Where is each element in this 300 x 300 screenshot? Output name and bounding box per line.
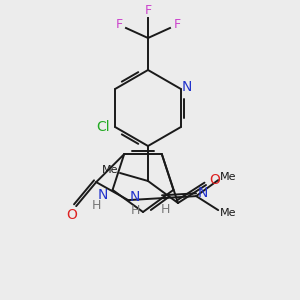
Text: Cl: Cl — [96, 120, 110, 134]
Text: N: N — [130, 190, 140, 204]
Text: H: H — [160, 202, 170, 216]
Text: Me: Me — [220, 172, 236, 182]
Text: N: N — [182, 80, 192, 94]
Text: Me: Me — [102, 165, 118, 175]
Text: H: H — [130, 204, 140, 217]
Text: F: F — [144, 4, 152, 17]
Text: Me: Me — [220, 208, 236, 218]
Text: F: F — [173, 19, 181, 32]
Text: N: N — [98, 188, 108, 202]
Text: O: O — [66, 208, 76, 222]
Text: F: F — [116, 19, 123, 32]
Text: N: N — [198, 186, 208, 200]
Text: H: H — [92, 200, 101, 212]
Text: O: O — [210, 173, 220, 187]
